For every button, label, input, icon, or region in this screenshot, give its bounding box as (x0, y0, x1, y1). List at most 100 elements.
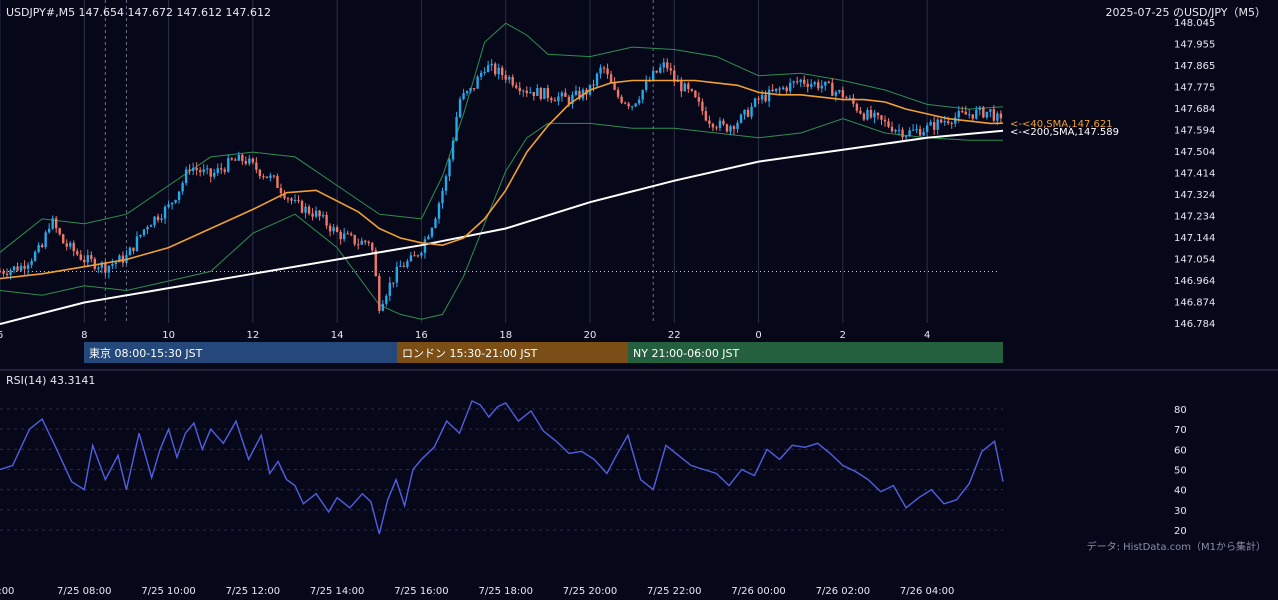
candle-body (276, 175, 279, 189)
candle-body (448, 159, 451, 177)
candle-body (111, 264, 114, 266)
candle-body (451, 140, 455, 160)
rsi-tick-label: 20 (1174, 526, 1187, 537)
candle-body (437, 203, 441, 219)
candle-body (574, 90, 578, 95)
candle-body (402, 265, 406, 267)
session-newyork-label: NY 21:00-06:00 JST (633, 347, 740, 360)
candle-body (286, 198, 290, 200)
candle-body (381, 303, 384, 311)
candle-body (293, 199, 297, 201)
candle-body (813, 82, 816, 85)
candle-body (894, 130, 897, 132)
candle-body (332, 227, 335, 232)
candle-body (486, 65, 490, 72)
candle-body (855, 103, 859, 111)
candle-body (669, 68, 672, 71)
candle-body (838, 90, 841, 92)
candle-body (767, 89, 771, 102)
candle-body (697, 97, 701, 102)
candle-body (16, 266, 19, 271)
candle-body (2, 271, 5, 274)
rsi-tick-label: 80 (1174, 405, 1187, 416)
hour-tick-label: 12 (246, 330, 259, 341)
candle-body (237, 154, 241, 161)
price-tick-label: 146.874 (1174, 298, 1215, 309)
candle-body (964, 111, 967, 115)
session-london (397, 342, 628, 363)
price-axis: 148.045 147.955 147.865 147.775 147.684 147.5… (1174, 18, 1215, 330)
candle-body (65, 243, 68, 247)
candle-body (472, 88, 476, 90)
candle-body (999, 113, 1003, 119)
candle-body (300, 200, 304, 213)
candle-body (781, 87, 785, 90)
candle-body (609, 74, 613, 84)
session-bar: 東京 08:00-15:30 JST ロンドン 15:30-21:00 JST … (84, 342, 1003, 363)
sma200-label: <-<200,SMA,147.589 (1010, 127, 1119, 138)
candle-body (441, 190, 444, 204)
candle-body (932, 122, 936, 130)
candle-body (44, 232, 47, 248)
candle-body (318, 210, 321, 217)
rsi-tick-label: 60 (1174, 445, 1187, 456)
candle-body (831, 82, 834, 96)
candle-body (90, 255, 93, 259)
candle-body (901, 129, 904, 138)
candle-body (897, 129, 901, 131)
candle-body (968, 114, 971, 116)
candle-body (297, 199, 300, 201)
candle-body (848, 97, 852, 99)
candle-body (602, 67, 606, 69)
candle-body (371, 243, 374, 251)
price-tick-label: 147.144 (1174, 233, 1215, 244)
candle-body (613, 83, 616, 90)
candle-body (764, 94, 767, 102)
candle-body (430, 227, 434, 237)
session-tokyo-label: 東京 08:00-15:30 JST (89, 346, 203, 360)
hour-tick-label: 10 (162, 330, 175, 341)
candle-body (258, 169, 262, 177)
candle-body (978, 107, 982, 110)
candle-body (634, 103, 637, 107)
rsi-axis: 80 70 60 50 40 30 20 (1174, 405, 1187, 537)
candle-body (335, 227, 339, 232)
candle-body (729, 126, 732, 132)
candle-body (718, 120, 722, 128)
candle-body (118, 255, 121, 263)
candle-body (255, 162, 258, 170)
candle-body (529, 92, 532, 94)
candle-body (922, 131, 925, 136)
candle-body (455, 117, 458, 141)
hour-tick-label: 18 (499, 330, 512, 341)
candle-body (827, 81, 831, 83)
candle-body (708, 120, 711, 124)
candle-body (943, 121, 946, 123)
price-panel: 148.045 147.955 147.865 147.775 147.684 147.5… (0, 0, 1215, 341)
candle-body (557, 96, 560, 102)
candle-body (736, 122, 739, 129)
session-tokyo (84, 342, 397, 363)
rsi-tick-label: 30 (1174, 506, 1187, 517)
candle-body (413, 255, 416, 257)
sma40-label: <-<40,SMA,147.621 (1010, 119, 1113, 130)
time-tick-label: 7/25 12:00 (226, 586, 280, 597)
candle-body (497, 67, 500, 75)
candle-body (321, 215, 325, 217)
candle-body (701, 101, 704, 112)
candle-body (353, 234, 356, 245)
candle-body (525, 90, 528, 94)
rsi-tick-label: 70 (1174, 425, 1187, 436)
candle-body (834, 91, 838, 96)
candle-body (216, 168, 219, 173)
candle-body (476, 76, 479, 89)
candle-body (715, 127, 718, 129)
candle-body (687, 83, 690, 90)
session-newyork (628, 342, 1003, 363)
candle-body (265, 176, 269, 178)
candle-body (961, 111, 964, 113)
time-axis: 06:00 7/25 08:00 7/25 10:00 7/25 12:00 7/25 … (0, 586, 954, 597)
candle-body (567, 96, 571, 104)
candle-body (241, 154, 244, 161)
candle-body (950, 122, 953, 124)
